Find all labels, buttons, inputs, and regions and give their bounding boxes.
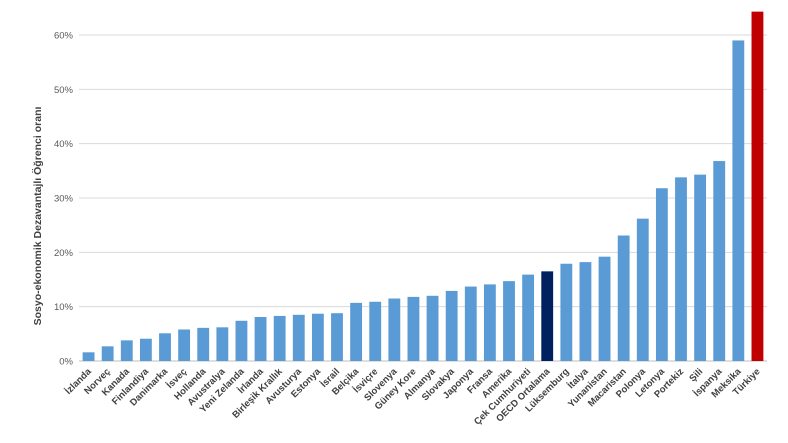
- bar-0: [82, 352, 95, 361]
- bar-2: [120, 340, 133, 361]
- bar-33: [713, 161, 726, 361]
- bar-7: [216, 327, 229, 361]
- bar-15: [369, 301, 382, 361]
- bar-25: [560, 263, 573, 361]
- bar-9: [254, 316, 267, 361]
- bar-21: [483, 284, 496, 361]
- bar-32: [694, 174, 707, 361]
- bar-26: [579, 262, 592, 361]
- bar-28: [617, 235, 630, 361]
- y-tick-label: 60%: [54, 31, 74, 42]
- bar-6: [197, 327, 210, 361]
- gridlines: [79, 34, 767, 362]
- bar-30: [655, 188, 668, 361]
- bar-24: [541, 271, 554, 361]
- bar-5: [178, 329, 191, 361]
- bar-23: [522, 274, 535, 361]
- bar-22: [503, 281, 515, 361]
- y-tick-label: 30%: [54, 194, 74, 205]
- y-tick-label: 0%: [59, 357, 73, 368]
- bar-20: [464, 286, 477, 361]
- bar-1: [101, 346, 114, 361]
- bar-18: [426, 295, 439, 361]
- bar-34: [732, 40, 745, 361]
- bar-27: [598, 256, 611, 361]
- bar-16: [388, 298, 401, 361]
- y-tick-label: 50%: [54, 85, 74, 96]
- bar-13: [331, 313, 343, 361]
- bar-31: [675, 177, 687, 361]
- y-tick-label: 10%: [54, 302, 74, 313]
- bars: [82, 11, 764, 362]
- bar-14: [350, 302, 363, 361]
- bar-10: [273, 315, 286, 361]
- y-tick-label: 20%: [54, 248, 74, 259]
- y-axis-label: Sosyo-ekonomik Dezavantajlı Öğrenci oran…: [31, 107, 44, 326]
- y-axis-ticks: 0% 10% 20% 30% 40% 50% 60%: [54, 31, 74, 368]
- bar-4: [159, 333, 171, 361]
- bar-8: [235, 320, 248, 361]
- bar-29: [636, 218, 649, 361]
- bar-35: [751, 11, 764, 362]
- x-axis-ticks: İzlandaNorveçKanadaFinlandiyaDanimarkaİs…: [63, 366, 762, 428]
- bar-12: [311, 313, 324, 361]
- bar-17: [407, 296, 420, 361]
- bar-19: [445, 290, 458, 361]
- bar-3: [139, 338, 152, 361]
- y-tick-label: 40%: [54, 139, 74, 150]
- bar-11: [292, 314, 305, 361]
